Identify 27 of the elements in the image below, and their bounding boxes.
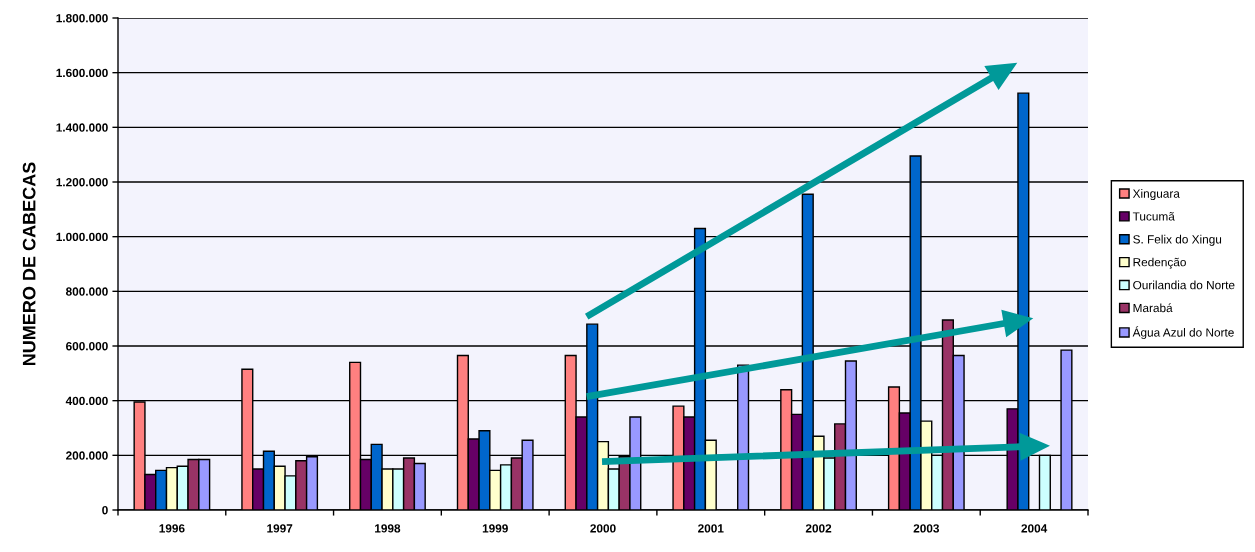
y-tick-label: 800.000 bbox=[65, 287, 108, 296]
x-tick-label: 1999 bbox=[482, 524, 508, 533]
legend-label: S. Felix do Xingu bbox=[1133, 234, 1222, 246]
y-tick-label: 400.000 bbox=[65, 396, 108, 406]
x-tick-label: 2001 bbox=[698, 524, 724, 533]
x-tick-label: 2003 bbox=[913, 524, 940, 533]
x-tick-label: 1998 bbox=[375, 524, 401, 533]
y-tick-label: 200.000 bbox=[66, 451, 108, 460]
x-tick-label: 2004 bbox=[1021, 524, 1048, 533]
legend-label: Tucumã bbox=[1132, 212, 1175, 221]
y-tick-label: 0 bbox=[102, 506, 108, 515]
legend-label: Redenção bbox=[1133, 257, 1186, 269]
y-tick-label: 1.200.000 bbox=[56, 178, 108, 187]
y-axis-title: NUMERO DE CABECAS bbox=[22, 162, 36, 366]
x-tick-label: 1996 bbox=[159, 524, 185, 533]
y-tick-label: 1.800.000 bbox=[56, 14, 108, 23]
x-tick-label: 2000 bbox=[590, 524, 616, 533]
legend-label: Ourilandia do Norte bbox=[1133, 280, 1235, 290]
legend-label: Água Azul do Norte bbox=[1132, 326, 1234, 339]
y-tick-label: 600.000 bbox=[66, 342, 108, 351]
y-tick-label: 1.000.000 bbox=[56, 232, 108, 242]
y-tick-label: 1.600.000 bbox=[56, 68, 108, 78]
y-tick-label: 1.400.000 bbox=[56, 123, 108, 132]
x-tick-label: 1997 bbox=[267, 524, 293, 533]
legend-label: Marabá bbox=[1133, 303, 1173, 313]
legend-label: Xinguara bbox=[1132, 189, 1180, 201]
x-tick-label: 2002 bbox=[805, 524, 832, 533]
